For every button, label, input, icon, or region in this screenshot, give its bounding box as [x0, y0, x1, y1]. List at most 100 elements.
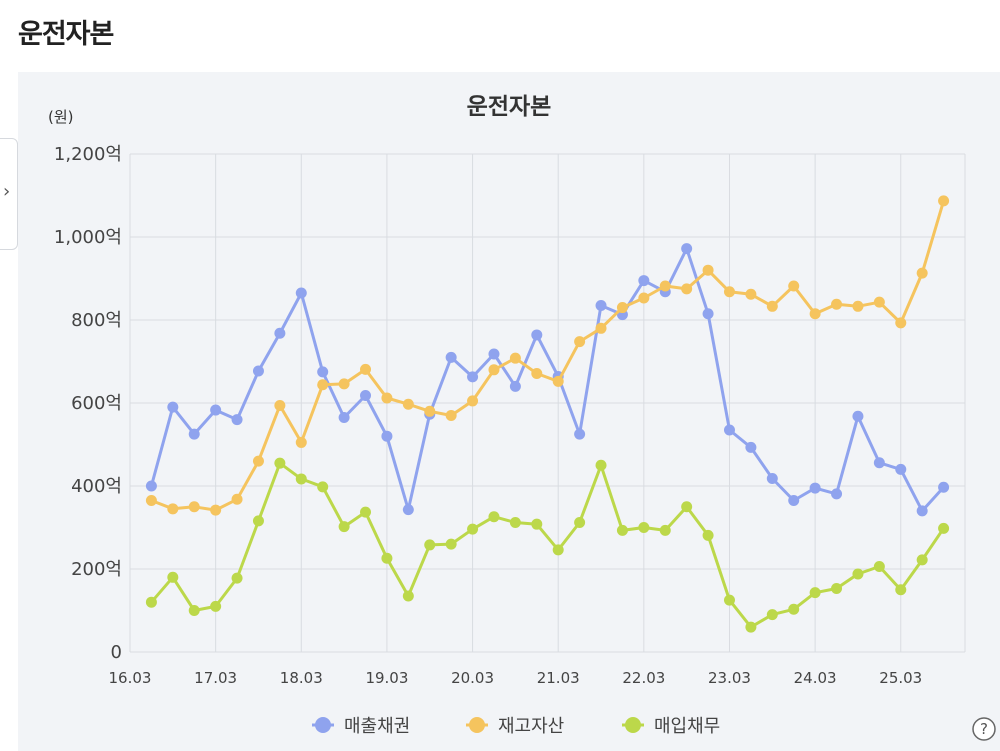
- data-point[interactable]: [659, 524, 671, 536]
- data-point[interactable]: [381, 392, 393, 404]
- data-point[interactable]: [252, 455, 264, 467]
- data-point[interactable]: [424, 405, 436, 417]
- data-point[interactable]: [723, 286, 735, 298]
- legend[interactable]: 매출채권 재고자산 매입채무: [312, 716, 720, 737]
- data-point[interactable]: [745, 441, 757, 453]
- data-point[interactable]: [231, 572, 243, 584]
- data-point[interactable]: [681, 283, 693, 295]
- data-point[interactable]: [167, 503, 179, 515]
- data-point[interactable]: [360, 390, 372, 402]
- data-point[interactable]: [616, 524, 628, 536]
- data-point[interactable]: [252, 515, 264, 527]
- data-point[interactable]: [916, 554, 928, 566]
- data-point[interactable]: [702, 308, 714, 320]
- data-point[interactable]: [531, 368, 543, 380]
- data-point[interactable]: [402, 590, 414, 602]
- data-point[interactable]: [831, 583, 843, 595]
- data-point[interactable]: [788, 280, 800, 292]
- data-point[interactable]: [788, 603, 800, 615]
- data-point[interactable]: [595, 299, 607, 311]
- data-point[interactable]: [938, 522, 950, 534]
- data-point[interactable]: [873, 561, 885, 573]
- data-point[interactable]: [145, 596, 157, 608]
- data-point[interactable]: [938, 195, 950, 207]
- data-point[interactable]: [317, 481, 329, 493]
- data-point[interactable]: [467, 395, 479, 407]
- data-point[interactable]: [595, 459, 607, 471]
- data-point[interactable]: [916, 505, 928, 517]
- data-point[interactable]: [681, 243, 693, 255]
- data-point[interactable]: [210, 600, 222, 612]
- help-icon[interactable]: [972, 717, 996, 741]
- data-point[interactable]: [188, 501, 200, 513]
- data-point[interactable]: [445, 538, 457, 550]
- data-point[interactable]: [681, 501, 693, 513]
- data-point[interactable]: [574, 428, 586, 440]
- data-point[interactable]: [231, 414, 243, 426]
- data-point[interactable]: [723, 594, 735, 606]
- side-toggle-tab[interactable]: ›: [0, 138, 18, 250]
- data-point[interactable]: [509, 380, 521, 392]
- data-point[interactable]: [402, 398, 414, 410]
- data-point[interactable]: [895, 463, 907, 475]
- data-point[interactable]: [702, 529, 714, 541]
- data-point[interactable]: [402, 504, 414, 516]
- data-point[interactable]: [745, 288, 757, 300]
- data-point[interactable]: [509, 517, 521, 529]
- help-button[interactable]: ?: [972, 717, 996, 741]
- data-point[interactable]: [295, 473, 307, 485]
- data-point[interactable]: [574, 517, 586, 529]
- data-point[interactable]: [745, 621, 757, 633]
- data-point[interactable]: [252, 365, 264, 377]
- data-point[interactable]: [338, 412, 350, 424]
- data-point[interactable]: [167, 571, 179, 583]
- data-point[interactable]: [809, 482, 821, 494]
- data-point[interactable]: [445, 409, 457, 421]
- data-point[interactable]: [766, 300, 778, 312]
- data-point[interactable]: [531, 518, 543, 530]
- data-point[interactable]: [531, 329, 543, 341]
- data-point[interactable]: [638, 292, 650, 304]
- data-point[interactable]: [274, 399, 286, 411]
- data-point[interactable]: [360, 506, 372, 518]
- data-point[interactable]: [488, 511, 500, 523]
- data-point[interactable]: [188, 428, 200, 440]
- data-point[interactable]: [852, 300, 864, 312]
- data-point[interactable]: [145, 495, 157, 507]
- data-point[interactable]: [659, 280, 671, 292]
- legend-item[interactable]: 매출채권: [312, 716, 410, 737]
- data-point[interactable]: [274, 327, 286, 339]
- data-point[interactable]: [231, 493, 243, 505]
- data-point[interactable]: [852, 568, 864, 580]
- data-point[interactable]: [938, 481, 950, 493]
- data-point[interactable]: [317, 366, 329, 378]
- legend-item[interactable]: 재고자산: [466, 716, 564, 737]
- data-point[interactable]: [552, 375, 564, 387]
- data-point[interactable]: [638, 275, 650, 287]
- data-point[interactable]: [809, 587, 821, 599]
- data-point[interactable]: [295, 436, 307, 448]
- data-point[interactable]: [809, 308, 821, 320]
- data-point[interactable]: [852, 410, 864, 422]
- data-point[interactable]: [274, 457, 286, 469]
- data-point[interactable]: [702, 264, 714, 276]
- data-point[interactable]: [467, 371, 479, 383]
- legend-item[interactable]: 매입채무: [622, 716, 720, 737]
- data-point[interactable]: [831, 298, 843, 310]
- data-point[interactable]: [488, 348, 500, 360]
- data-point[interactable]: [723, 424, 735, 436]
- data-point[interactable]: [424, 539, 436, 551]
- data-point[interactable]: [552, 544, 564, 556]
- data-point[interactable]: [574, 336, 586, 348]
- data-point[interactable]: [638, 522, 650, 533]
- data-point[interactable]: [445, 351, 457, 363]
- data-point[interactable]: [295, 287, 307, 299]
- data-point[interactable]: [916, 267, 928, 279]
- data-point[interactable]: [467, 523, 479, 535]
- chevron-right-icon[interactable]: ›: [3, 181, 11, 202]
- data-point[interactable]: [873, 296, 885, 308]
- data-point[interactable]: [488, 364, 500, 376]
- data-point[interactable]: [167, 401, 179, 413]
- data-point[interactable]: [831, 488, 843, 500]
- data-point[interactable]: [509, 352, 521, 364]
